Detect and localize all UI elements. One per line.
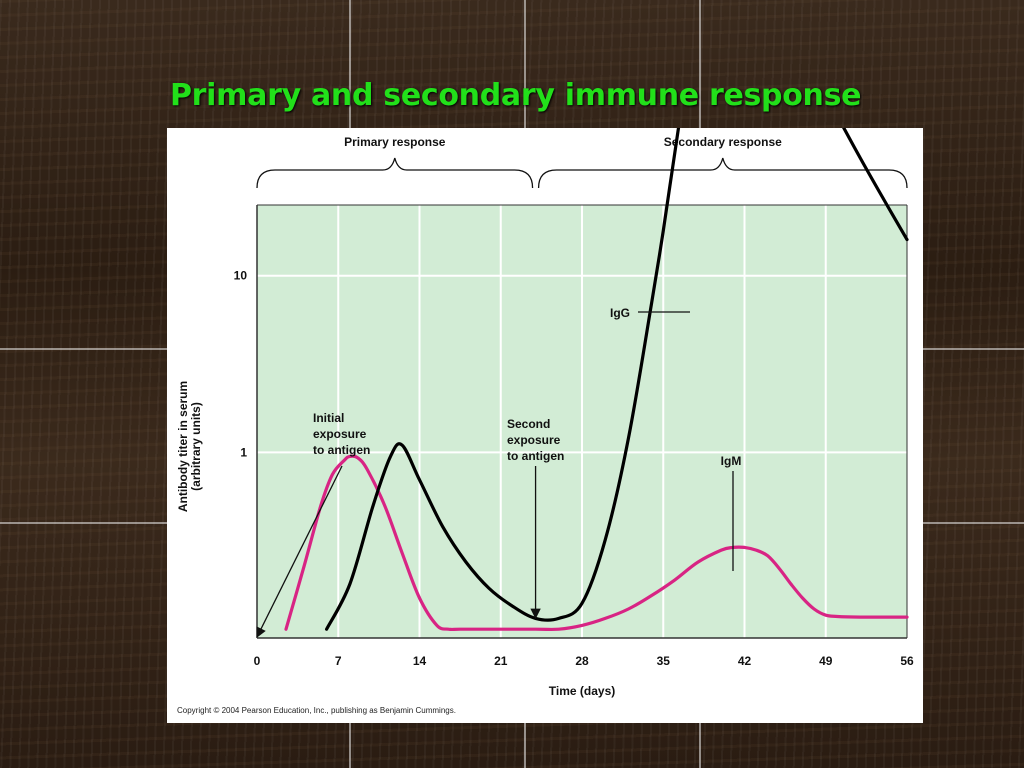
annotation-text: exposure — [507, 433, 561, 447]
phase-brace — [256, 157, 534, 189]
annotation-text: to antigen — [507, 449, 564, 463]
x-tick-label: 35 — [657, 654, 671, 668]
x-tick-label: 56 — [900, 654, 914, 668]
x-axis-title: Time (days) — [549, 684, 615, 698]
annotation-text: Second — [507, 417, 550, 431]
phase-label: Primary response — [344, 135, 446, 149]
y-axis-title: Antibody titer in serum — [176, 381, 190, 512]
x-tick-label: 49 — [819, 654, 833, 668]
x-tick-label: 21 — [494, 654, 508, 668]
slide-title: Primary and secondary immune response — [170, 78, 862, 113]
annotation-text: IgM — [721, 454, 742, 468]
x-tick-label: 28 — [575, 654, 589, 668]
y-tick-label: 10 — [234, 269, 248, 283]
annotation-text: to antigen — [313, 443, 370, 457]
annotation-text: Initial — [313, 411, 344, 425]
copyright-notice: Copyright © 2004 Pearson Education, Inc.… — [177, 706, 456, 715]
annotation-text: exposure — [313, 427, 367, 441]
x-tick-label: 7 — [335, 654, 342, 668]
phase-label: Secondary response — [664, 135, 782, 149]
annotation-text: IgG — [610, 306, 630, 320]
y-axis-title: (arbitrary units) — [189, 402, 203, 491]
y-tick-label: 1 — [240, 445, 247, 459]
annotation-arrow — [256, 465, 343, 638]
x-tick-label: 42 — [738, 654, 752, 668]
x-tick-label: 14 — [413, 654, 427, 668]
immune-response-chart: 07142128354249561101001000Time (days)Ant… — [176, 128, 914, 698]
series-line-igm — [284, 454, 909, 632]
series-line-igg — [325, 128, 909, 631]
chart-figure: 07142128354249561101001000Time (days)Ant… — [167, 128, 923, 723]
x-tick-label: 0 — [254, 654, 261, 668]
phase-brace — [537, 157, 908, 189]
